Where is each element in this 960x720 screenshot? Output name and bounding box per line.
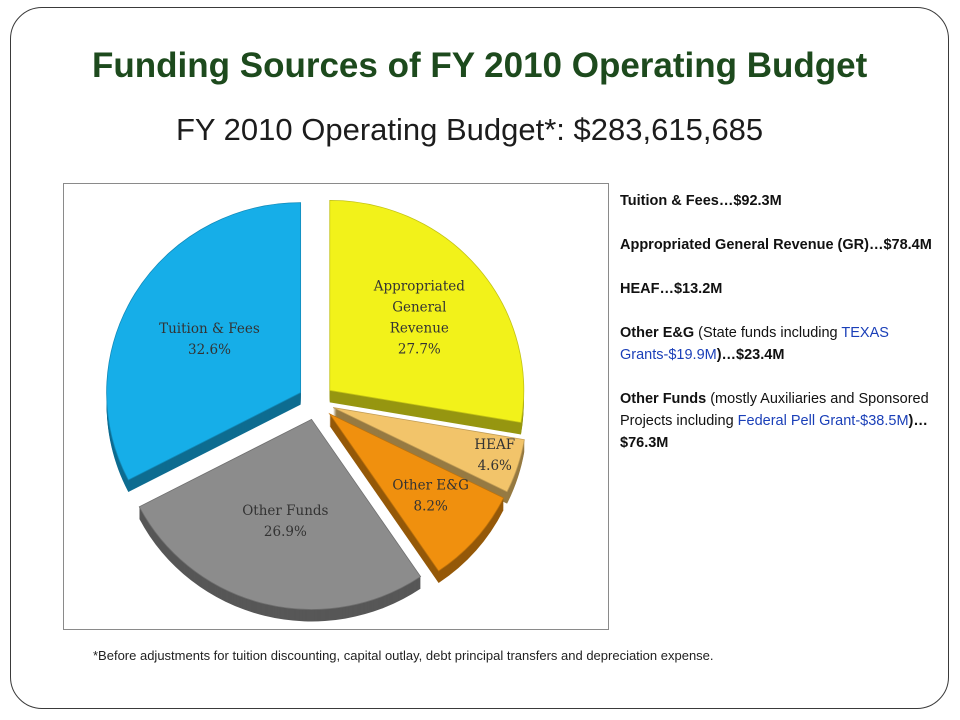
legend-eg-total: )…$23.4M <box>716 347 785 363</box>
slice-percent-label: 8.2% <box>414 498 448 514</box>
pie-chart: Appropriated General Revenue 27.7% HEAF 4.6% O… <box>63 183 609 630</box>
legend-eg-desc: (State funds including <box>694 325 842 341</box>
slice-name-label: Other Funds <box>242 503 328 519</box>
legend-gr-text: Appropriated General Revenue (GR)…$78.4M <box>620 237 932 253</box>
legend-heaf-text: HEAF…$13.2M <box>620 281 723 297</box>
legend: Tuition & Fees…$92.3M Appropriated Gener… <box>620 190 940 476</box>
slice-percent-label: 4.6% <box>478 458 512 474</box>
legend-funds-pell-grant: Federal Pell Grant-$38.5M <box>737 413 909 429</box>
slice-name-label: Tuition & Fees <box>159 321 260 337</box>
legend-entry-tuition: Tuition & Fees…$92.3M <box>620 190 940 212</box>
slice-name-label: Revenue <box>390 321 449 337</box>
slide-title: Funding Sources of FY 2010 Operating Bud… <box>92 46 868 85</box>
legend-funds-name: Other Funds <box>620 391 707 407</box>
legend-entry-gr: Appropriated General Revenue (GR)…$78.4M <box>620 234 940 256</box>
legend-entry-other-funds: Other Funds (mostly Auxiliaries and Spon… <box>620 388 940 454</box>
legend-funds-desc: (mostly Auxiliaries and Sponsored Projec… <box>620 391 929 429</box>
slide-frame <box>10 7 949 709</box>
legend-tuition-text: Tuition & Fees…$92.3M <box>620 193 782 209</box>
slice-percent-label: 32.6% <box>188 342 231 358</box>
pie-slice-0 <box>329 199 525 423</box>
pie-slice-2 <box>328 412 505 572</box>
pie-slice-1 <box>332 407 525 493</box>
legend-eg-name: Other E&G <box>620 325 695 341</box>
slice-percent-label: 26.9% <box>264 524 307 540</box>
legend-entry-heaf: HEAF…$13.2M <box>620 278 940 300</box>
slice-name-label: Appropriated <box>373 279 465 295</box>
slice-name-label: General <box>392 300 446 316</box>
legend-entry-other-eg: Other E&G (State funds including TEXAS G… <box>620 322 940 366</box>
pie-slice-3 <box>138 418 422 610</box>
legend-eg-texas-grants: TEXAS Grants-$19.9M <box>620 325 889 363</box>
pie-slice-4 <box>106 202 302 481</box>
footnote: *Before adjustments for tuition discount… <box>93 648 714 663</box>
pie-chart-svg: Appropriated General Revenue 27.7% HEAF 4.6% O… <box>106 199 525 622</box>
slice-percent-label: 27.7% <box>398 342 441 358</box>
slide-subtitle: FY 2010 Operating Budget*: $283,615,685 <box>176 112 764 147</box>
legend-funds-total: )…$76.3M <box>620 413 928 451</box>
slice-name-label: Other E&G <box>392 477 469 493</box>
slice-name-label: HEAF <box>474 437 515 453</box>
